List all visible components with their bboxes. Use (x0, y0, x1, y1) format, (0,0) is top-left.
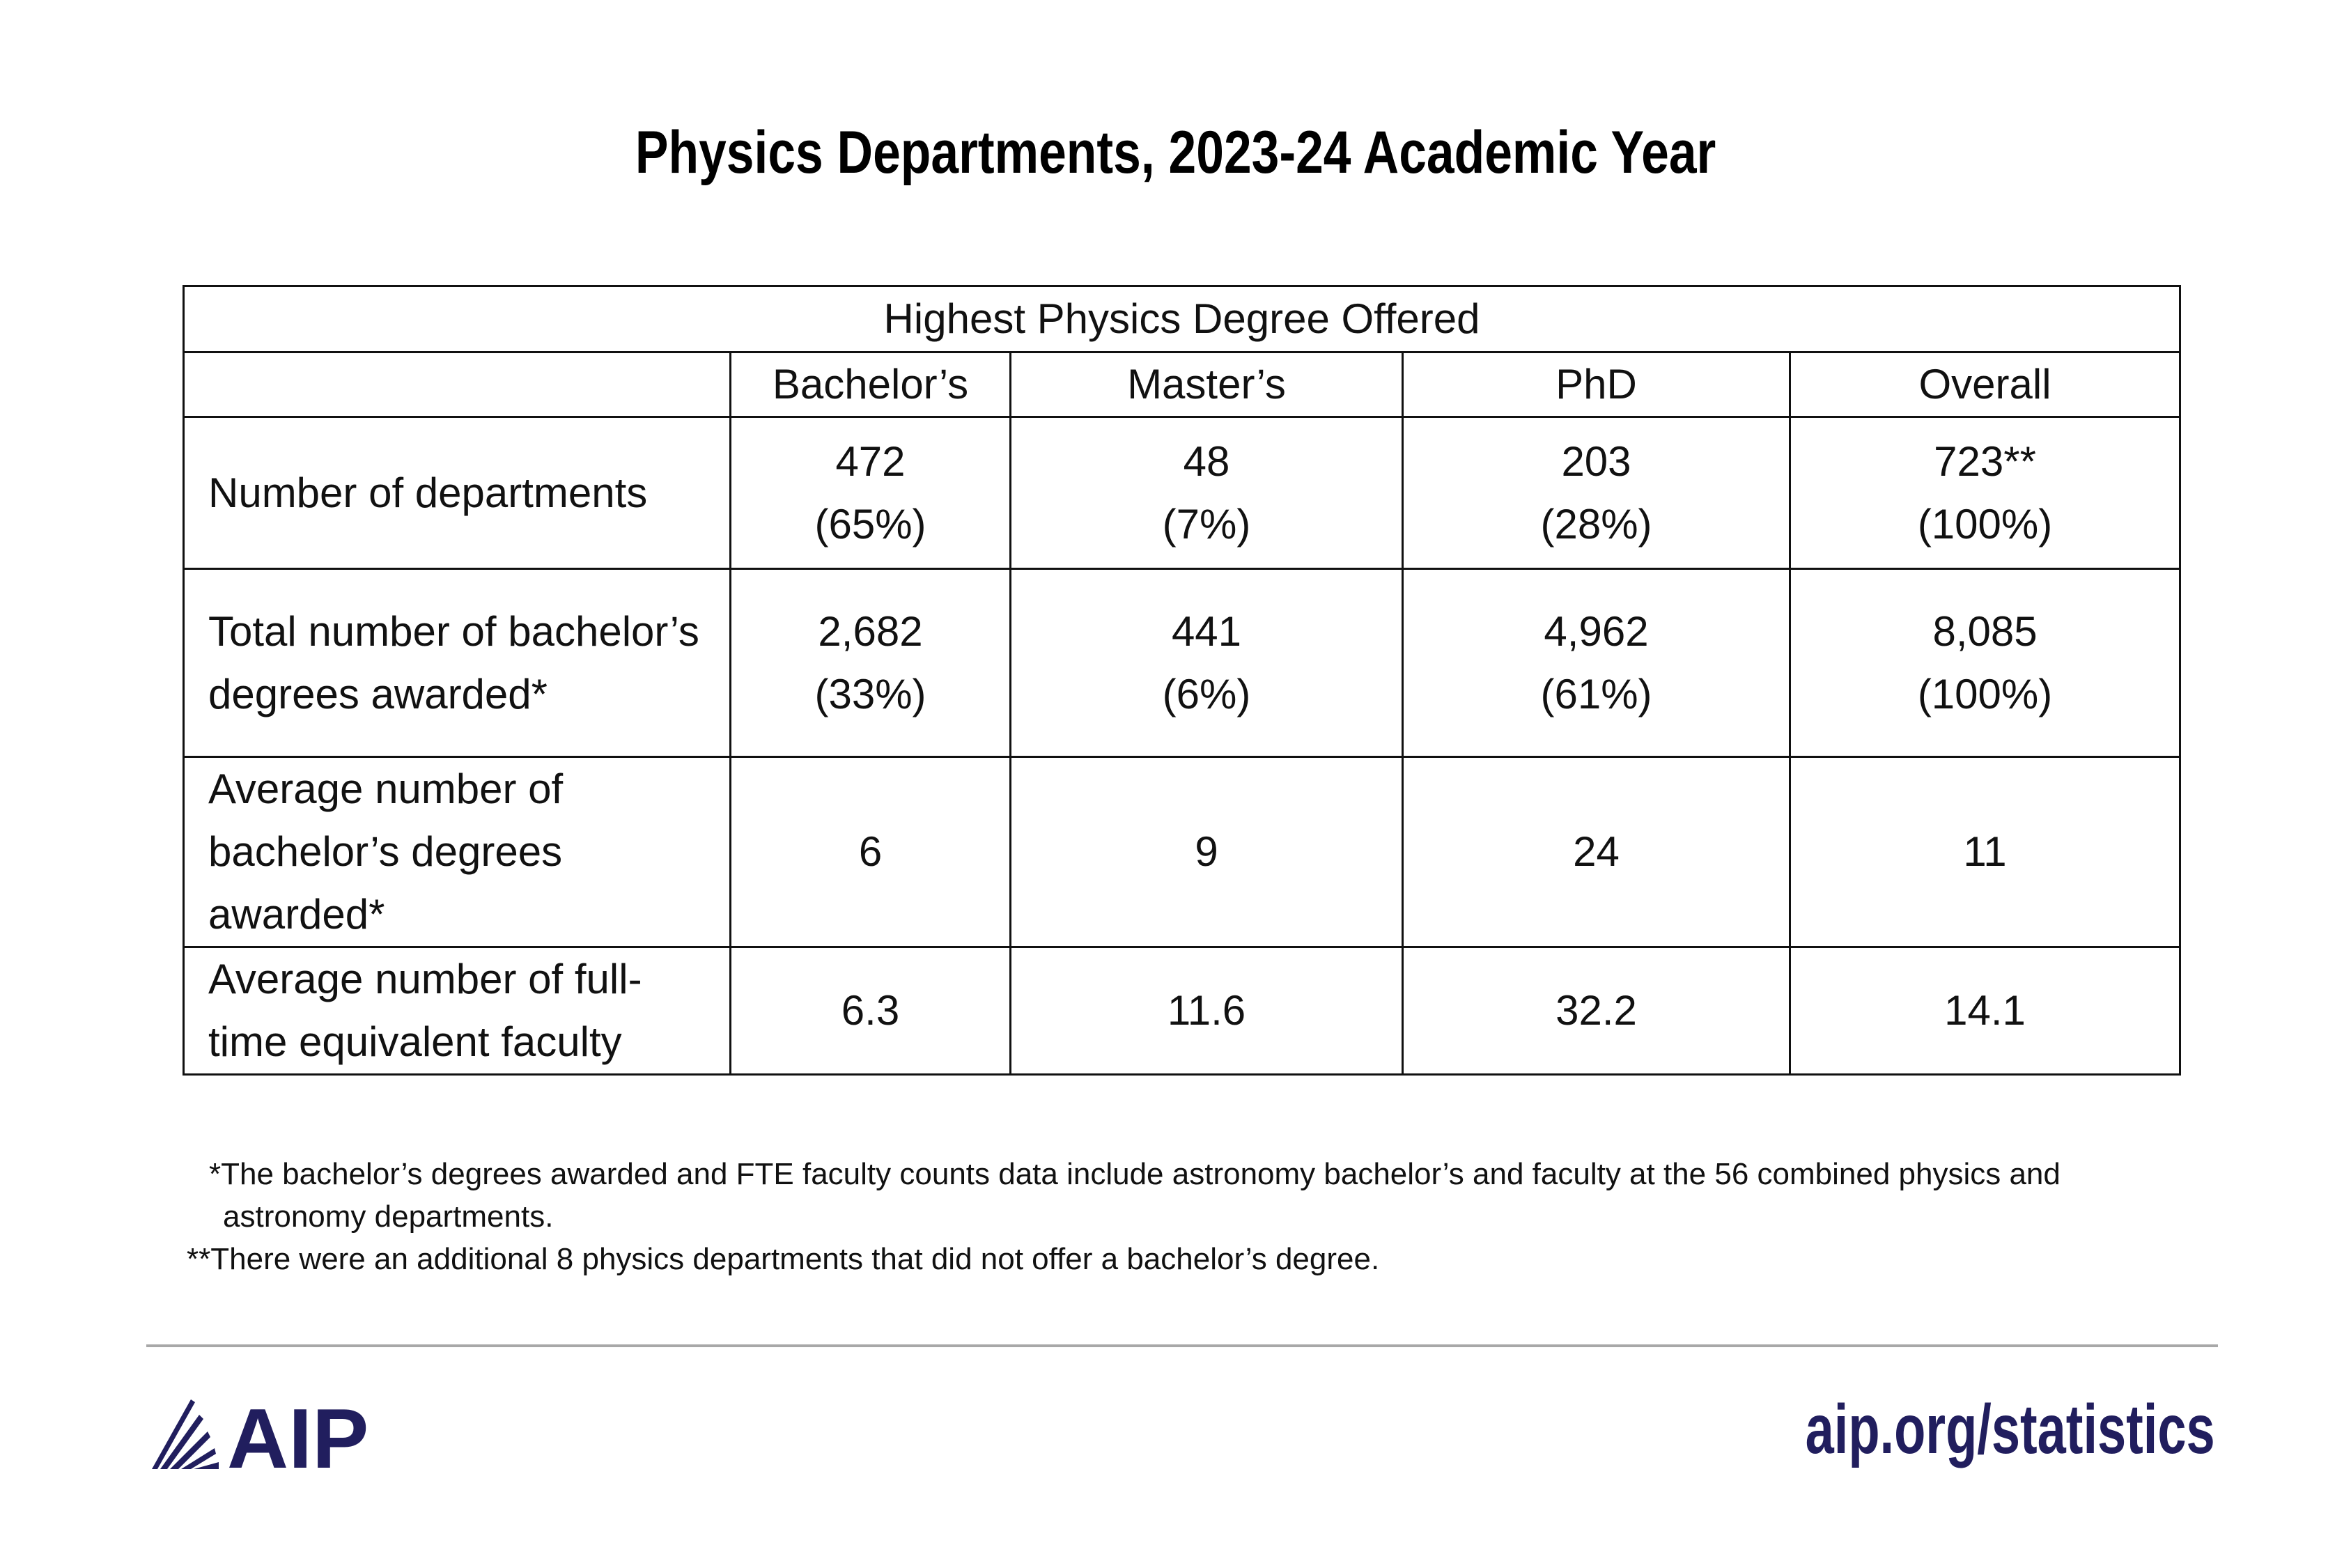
table-cell: 11 (1788, 756, 2182, 948)
table-cell: 14.1 (1788, 946, 2182, 1076)
cell-line: (61%) (1540, 670, 1652, 717)
table-cell: 8,085 (100%) (1788, 568, 2182, 758)
table-body: Number of departments 472 (65%) 48 (7%) 203 (2… (183, 416, 2182, 1076)
url-area: aip.org/statistics (1661, 1390, 2215, 1470)
table-cell: 11.6 (1009, 946, 1404, 1076)
title: Physics Departments, 2023-24 Academic Ye… (635, 119, 1716, 186)
cell-line: 6 (858, 828, 883, 875)
footnotes: *The bachelor’s degrees awarded and FTE … (187, 1153, 2123, 1280)
cell-line: (100%) (1917, 670, 2053, 717)
cell-line: 11 (1963, 828, 2007, 875)
table-cell: 723** (100%) (1788, 416, 2182, 570)
table-cell: 203 (28%) (1402, 416, 1791, 570)
footnote: **There were an additional 8 physics dep… (187, 1242, 1380, 1276)
title-area: Physics Departments, 2023-24 Academic Ye… (0, 118, 2351, 187)
table-cell: 441 (6%) (1009, 568, 1404, 758)
table-row: Total number of bachelor’s degrees award… (183, 568, 2182, 758)
group-header: Highest Physics Degree Offered (182, 285, 2182, 353)
group-header-row: Highest Physics Degree Offered (182, 285, 2182, 353)
cell-line: (6%) (1162, 670, 1251, 717)
logo-text: AIP (227, 1397, 368, 1473)
table-cell: 6 (729, 756, 1011, 948)
cell-line: 32.2 (1555, 987, 1637, 1034)
cell-line: 8,085 (1932, 607, 2038, 655)
cell-line: 472 (835, 437, 906, 485)
table-cell: 48 (7%) (1009, 416, 1404, 570)
data-table: Highest Physics Degree Offered Bachelor’s… (182, 285, 2182, 1076)
cell-line: 9 (1195, 828, 1218, 875)
cell-line: 11.6 (1167, 987, 1246, 1034)
cell-line: 24 (1573, 828, 1620, 875)
cell-line: (65%) (814, 500, 926, 548)
row-label: Average number of bachelor’s degrees awa… (183, 756, 731, 948)
cell-line: 2,682 (818, 607, 923, 655)
table-head: Highest Physics Degree Offered Bachelor’s… (182, 285, 2182, 418)
cell-line: 4,962 (1544, 607, 1649, 655)
cell-line: 203 (1561, 437, 1631, 485)
table-cell: 32.2 (1402, 946, 1791, 1076)
url: aip.org/statistics (1805, 1390, 2215, 1468)
table-cell: 6.3 (729, 946, 1011, 1076)
cell-line: 6.3 (841, 987, 900, 1034)
table-cell: 9 (1009, 756, 1404, 948)
row-label: Number of departments (183, 416, 731, 570)
table-cell: 472 (65%) (729, 416, 1011, 570)
column-header: Overall (1788, 351, 2182, 418)
table-cell: 4,962 (61%) (1402, 568, 1791, 758)
table-row: Number of departments 472 (65%) 48 (7%) 203 (2… (183, 416, 2182, 570)
row-label: Average number of full-time equivalent f… (183, 946, 731, 1076)
column-header: Bachelor’s (729, 351, 1011, 418)
aip-logo: AIP (152, 1397, 368, 1473)
cell-line: 723** (1934, 437, 2036, 485)
logo-mark (152, 1399, 219, 1469)
table-row: Average number of bachelor’s degrees awa… (183, 756, 2182, 948)
footnote: *The bachelor’s degrees awarded and FTE … (209, 1157, 2061, 1234)
cell-line: (100%) (1917, 500, 2053, 548)
divider (146, 1344, 2218, 1347)
cell-line: 14.1 (1944, 987, 2026, 1034)
cell-line: (28%) (1540, 500, 1652, 548)
column-header-row: Bachelor’s Master’s PhD Overall (183, 351, 2182, 418)
column-header: PhD (1402, 351, 1791, 418)
column-header: Master’s (1009, 351, 1404, 418)
table-cell: 24 (1402, 756, 1791, 948)
corner-cell (183, 351, 731, 418)
table-row: Average number of full-time equivalent f… (183, 946, 2182, 1076)
cell-line: 441 (1171, 607, 1242, 655)
table-cell: 2,682 (33%) (729, 568, 1011, 758)
cell-line: (7%) (1162, 500, 1251, 548)
cell-line: 48 (1183, 437, 1230, 485)
row-label: Total number of bachelor’s degrees award… (183, 568, 731, 758)
cell-line: (33%) (814, 670, 926, 717)
